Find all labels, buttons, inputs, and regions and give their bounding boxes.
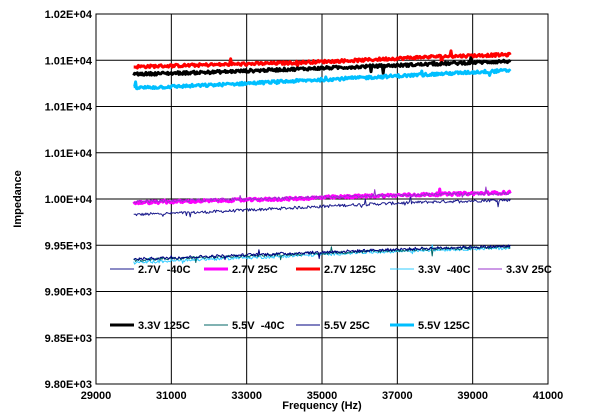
y-tick-label: 1.00E+04 <box>45 194 93 206</box>
series-line-8 <box>133 68 512 91</box>
series-line-0 <box>133 194 511 218</box>
series-line-7 <box>133 244 511 261</box>
x-tick-label: 41000 <box>533 390 564 402</box>
legend-label: 3.3V 125C <box>138 320 190 332</box>
plot-area-frame <box>95 13 549 385</box>
y-tick-label: 1.01E+04 <box>45 102 93 114</box>
x-tick-label: 29000 <box>81 390 112 402</box>
legend-label: 2.7V 25C <box>232 264 278 276</box>
y-axis-title: Impedance <box>12 170 24 227</box>
y-tick-label: 9.95E+03 <box>45 240 92 252</box>
series-line-4 <box>133 186 511 204</box>
legend: 2.7V -40C 2.7V 25C 2.7V 125C 3.3V -40C 3.3V … <box>110 264 552 332</box>
series-line-1 <box>132 187 512 206</box>
series-line-5 <box>132 56 512 77</box>
legend-label: 5.5V 125C <box>418 320 470 332</box>
series-line-2 <box>133 49 512 70</box>
y-tick-label: 9.90E+03 <box>45 287 92 299</box>
x-axis-title: Frequency (Hz) <box>282 400 362 412</box>
x-tick-label: 35000 <box>307 390 338 402</box>
legend-label: 5.5V -40C <box>232 320 285 332</box>
y-tick-label: 9.85E+03 <box>45 333 92 345</box>
x-tick-label: 37000 <box>382 390 413 402</box>
x-tick-label: 31000 <box>156 390 187 402</box>
x-tick-label: 39000 <box>457 390 488 402</box>
legend-label: 5.5V 25C <box>324 320 370 332</box>
y-tick-label: 9.80E+03 <box>45 379 92 391</box>
tick-labels: 29000 31000 33000 35000 37000 39000 41000 9.80E… <box>45 9 564 402</box>
legend-label: 2.7V -40C <box>138 264 191 276</box>
series-layer <box>132 49 512 265</box>
y-tick-label: 1.01E+04 <box>45 55 93 67</box>
y-tick-label: 1.01E+04 <box>45 148 93 160</box>
x-tick-label: 33000 <box>231 390 262 402</box>
legend-label: 3.3V 25C <box>506 264 552 276</box>
legend-label: 2.7V 125C <box>324 264 376 276</box>
y-tick-label: 1.02E+04 <box>45 9 93 21</box>
legend-label: 3.3V -40C <box>418 264 471 276</box>
